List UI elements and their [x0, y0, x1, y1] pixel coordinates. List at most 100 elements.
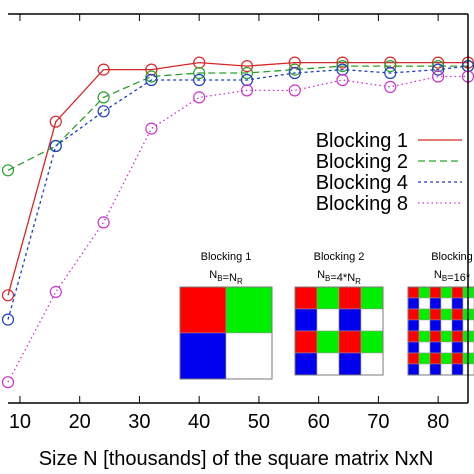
x-tick-label: 60 [308, 411, 330, 433]
inset-cell [294, 352, 318, 376]
inset-title: Blocking 2 [314, 251, 365, 263]
inset-cell [440, 286, 453, 299]
series-3-point [1, 313, 15, 326]
series-3 [1, 60, 474, 326]
series-1-point [1, 289, 15, 302]
inset-cell [418, 319, 431, 332]
inset-cell [429, 363, 442, 376]
inset-cell [451, 363, 464, 376]
inset-cell [451, 308, 464, 321]
series-1-point [336, 56, 349, 69]
legend-label: Blocking 8 [316, 193, 408, 215]
inset-cell [316, 286, 340, 310]
series-4-point [384, 80, 397, 94]
inset-border [179, 286, 273, 380]
inset-cell [418, 363, 431, 376]
x-tick-label: 80 [427, 411, 449, 433]
inset-cell [225, 286, 273, 334]
inset-cell [429, 352, 442, 365]
inset-cell [418, 341, 431, 354]
inset-cell [451, 286, 464, 299]
inset-cell [451, 330, 464, 343]
legend-label: Blocking 2 [316, 151, 408, 173]
series-4-point [336, 73, 349, 87]
inset-cell [179, 286, 227, 334]
inset-cell [294, 330, 318, 354]
x-axis-label: Size N [thousands] of the square matrix … [39, 448, 434, 470]
series-3-point [384, 66, 397, 80]
inset-formula: NB=16* [434, 269, 471, 284]
inset-cell [179, 332, 227, 380]
inset-cell [440, 319, 453, 332]
series-1 [1, 56, 474, 302]
inset-cell [418, 297, 431, 310]
series-2-point [288, 63, 301, 76]
inset-title: Blocking 1 [201, 251, 252, 263]
series-2-point [97, 91, 110, 104]
series-3-point [288, 66, 301, 80]
series-1-point [432, 56, 445, 69]
series-3-point [97, 105, 110, 118]
inset-cell [440, 352, 453, 365]
inset-cell [316, 352, 340, 376]
inset-cell [440, 297, 453, 310]
inset-cell [407, 352, 420, 365]
series-2-point [240, 66, 254, 80]
inset-border [407, 286, 474, 376]
inset-formula: NB=NR [209, 269, 243, 286]
series-3-point [49, 139, 62, 153]
inset-cell [440, 341, 453, 354]
series-2-line [7, 65, 468, 171]
legend-label: Blocking 4 [316, 172, 408, 194]
inset-formula: NB=4*NR [317, 269, 361, 286]
series-4-point [432, 70, 445, 83]
inset-cell [316, 308, 340, 332]
inset-2: Blocking 2 NB=4*NR [294, 251, 384, 376]
series-4-point [288, 84, 301, 97]
series-1-point [49, 115, 62, 128]
inset-cell [360, 308, 384, 332]
inset-cell [360, 352, 384, 376]
inset-cell [429, 341, 442, 354]
inset-cell [294, 286, 318, 310]
series-3-point [145, 73, 158, 87]
inset-cell [407, 308, 420, 321]
inset-cell [451, 341, 464, 354]
series-2-point [1, 164, 15, 177]
inset-1: Blocking 1 NB=NR [179, 251, 273, 380]
legend-label: Blocking 1 [316, 130, 408, 152]
series-3-line [7, 65, 469, 320]
inset-cell [440, 308, 453, 321]
series-4-line [7, 75, 468, 383]
inset-cell [418, 330, 431, 343]
inset-cell [225, 332, 273, 380]
inset-cell [407, 363, 420, 376]
inset-cell [407, 319, 420, 332]
inset-cell [407, 341, 420, 354]
series-4-point [97, 216, 110, 229]
x-tick-label: 10 [9, 411, 31, 433]
inset-cell [440, 363, 453, 376]
inset-cell [407, 297, 420, 310]
inset-cell [294, 308, 318, 332]
series-2-point [145, 70, 158, 83]
x-tick-label: 40 [188, 411, 210, 433]
series-1-point [97, 63, 110, 76]
inset-cell [338, 352, 362, 376]
inset-cell [360, 330, 384, 354]
inset-cell [429, 308, 442, 321]
series-4-point [145, 122, 158, 135]
inset-cell [316, 330, 340, 354]
x-tick-label: 20 [69, 411, 91, 433]
inset-cell [429, 286, 442, 299]
inset-border [294, 286, 384, 376]
series-4-point [240, 84, 254, 97]
series-4-point [49, 285, 62, 298]
series-2-point [193, 66, 206, 80]
inset-cell [440, 330, 453, 343]
inset-cell [451, 297, 464, 310]
